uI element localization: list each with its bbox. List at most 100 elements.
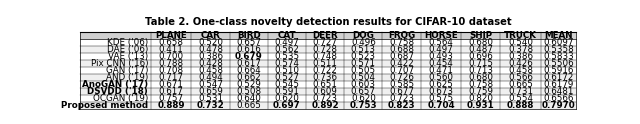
Text: BIRD: BIRD: [237, 31, 260, 40]
Text: AnoGAN ('17): AnoGAN ('17): [82, 80, 148, 89]
Text: 0.723: 0.723: [389, 94, 414, 103]
Text: 0.823: 0.823: [388, 101, 415, 110]
Text: 0.620: 0.620: [351, 94, 376, 103]
Text: 0.617: 0.617: [236, 59, 261, 68]
Text: 0.494: 0.494: [198, 73, 223, 82]
Text: 0.6481: 0.6481: [543, 87, 573, 96]
Text: 0.640: 0.640: [236, 94, 261, 103]
Bar: [80, 88, 576, 95]
Text: 0.458: 0.458: [198, 66, 223, 75]
Text: 0.7970: 0.7970: [541, 101, 575, 110]
Text: 0.6172: 0.6172: [543, 73, 573, 82]
Text: 0.888: 0.888: [507, 101, 534, 110]
Text: 0.820: 0.820: [468, 94, 493, 103]
Text: 0.680: 0.680: [468, 73, 493, 82]
Text: 0.759: 0.759: [468, 87, 493, 96]
Text: 0.758: 0.758: [468, 80, 493, 89]
Text: 0.458: 0.458: [508, 66, 533, 75]
Text: 0.625: 0.625: [429, 80, 454, 89]
Text: 0.566: 0.566: [508, 73, 533, 82]
Text: 0.753: 0.753: [349, 101, 377, 110]
Text: 0.603: 0.603: [351, 80, 376, 89]
Text: CAT: CAT: [278, 31, 296, 40]
Text: 0.700: 0.700: [159, 52, 184, 61]
Text: 0.892: 0.892: [311, 101, 339, 110]
Text: 0.547: 0.547: [198, 80, 223, 89]
Text: DAE ('06): DAE ('06): [107, 45, 148, 54]
Text: 0.657: 0.657: [351, 87, 376, 96]
Text: 0.531: 0.531: [198, 94, 223, 103]
Text: 0.620: 0.620: [275, 94, 300, 103]
Text: 0.554: 0.554: [508, 94, 533, 103]
Text: 0.422: 0.422: [389, 59, 414, 68]
Text: 0.478: 0.478: [198, 45, 223, 54]
Text: 0.386: 0.386: [508, 52, 533, 61]
Text: 0.748: 0.748: [312, 52, 338, 61]
Text: Proposed method: Proposed method: [61, 101, 148, 110]
Text: DSVDD ('18): DSVDD ('18): [88, 87, 148, 96]
Text: DOG: DOG: [353, 31, 374, 40]
Text: 0.6179: 0.6179: [543, 80, 573, 89]
Text: 0.471: 0.471: [429, 66, 454, 75]
Text: 0.757: 0.757: [159, 94, 184, 103]
Text: Table 2. One-class novelty detection results for CIFAR-10 dataset: Table 2. One-class novelty detection res…: [145, 17, 511, 27]
Text: 0.758: 0.758: [389, 38, 414, 47]
Bar: [80, 74, 576, 81]
Text: 0.571: 0.571: [351, 59, 376, 68]
Text: 0.671: 0.671: [159, 80, 184, 89]
Text: 0.454: 0.454: [429, 59, 454, 68]
Text: 0.707: 0.707: [389, 66, 414, 75]
Text: 0.728: 0.728: [312, 45, 338, 54]
Text: 0.487: 0.487: [468, 45, 493, 54]
Text: 0.564: 0.564: [429, 38, 454, 47]
Text: 0.505: 0.505: [351, 66, 376, 75]
Bar: [80, 67, 576, 74]
Text: 0.662: 0.662: [236, 73, 261, 82]
Text: 0.680: 0.680: [468, 38, 493, 47]
Text: 0.617: 0.617: [159, 87, 184, 96]
Text: 0.411: 0.411: [159, 45, 184, 54]
Text: 0.520: 0.520: [198, 38, 223, 47]
Text: HORSE: HORSE: [424, 31, 458, 40]
Text: 0.493: 0.493: [429, 52, 454, 61]
Text: 0.665: 0.665: [236, 101, 261, 110]
Text: 0.717: 0.717: [159, 73, 184, 82]
Text: SHIP: SHIP: [469, 31, 492, 40]
Text: 0.523: 0.523: [351, 52, 376, 61]
Text: 0.504: 0.504: [351, 73, 376, 82]
Text: 0.726: 0.726: [389, 73, 414, 82]
Text: 0.6097: 0.6097: [543, 38, 573, 47]
Text: 0.697: 0.697: [273, 101, 301, 110]
Text: 0.497: 0.497: [429, 45, 454, 54]
Text: 0.679: 0.679: [235, 52, 262, 61]
Text: 0.426: 0.426: [508, 59, 533, 68]
Bar: [80, 53, 576, 60]
Bar: [80, 32, 576, 39]
Text: DEER: DEER: [312, 31, 338, 40]
Bar: [80, 95, 576, 102]
Text: Pix CNN ('16): Pix CNN ('16): [90, 59, 148, 68]
Text: 0.540: 0.540: [508, 38, 533, 47]
Text: 0.677: 0.677: [389, 87, 414, 96]
Text: 0.511: 0.511: [313, 59, 337, 68]
Text: MEAN: MEAN: [544, 31, 573, 40]
Text: KDE ('06): KDE ('06): [107, 38, 148, 47]
Text: 0.731: 0.731: [508, 87, 533, 96]
Text: 0.508: 0.508: [236, 87, 261, 96]
Text: 0.727: 0.727: [312, 38, 338, 47]
Text: 0.659: 0.659: [198, 87, 223, 96]
Text: 0.5916: 0.5916: [543, 66, 573, 75]
Text: GAN ('17): GAN ('17): [106, 66, 148, 75]
Text: 0.665: 0.665: [508, 80, 533, 89]
Text: 0.704: 0.704: [428, 101, 455, 110]
Text: 0.496: 0.496: [351, 38, 376, 47]
Text: 0.732: 0.732: [196, 101, 225, 110]
Text: 0.687: 0.687: [389, 52, 414, 61]
Bar: [80, 60, 576, 67]
Text: 0.574: 0.574: [275, 59, 300, 68]
Text: OCGAN ('19): OCGAN ('19): [93, 94, 148, 103]
Text: CAR: CAR: [200, 31, 220, 40]
Text: 0.723: 0.723: [312, 94, 338, 103]
Text: 0.378: 0.378: [508, 45, 533, 54]
Text: 0.527: 0.527: [275, 73, 300, 82]
